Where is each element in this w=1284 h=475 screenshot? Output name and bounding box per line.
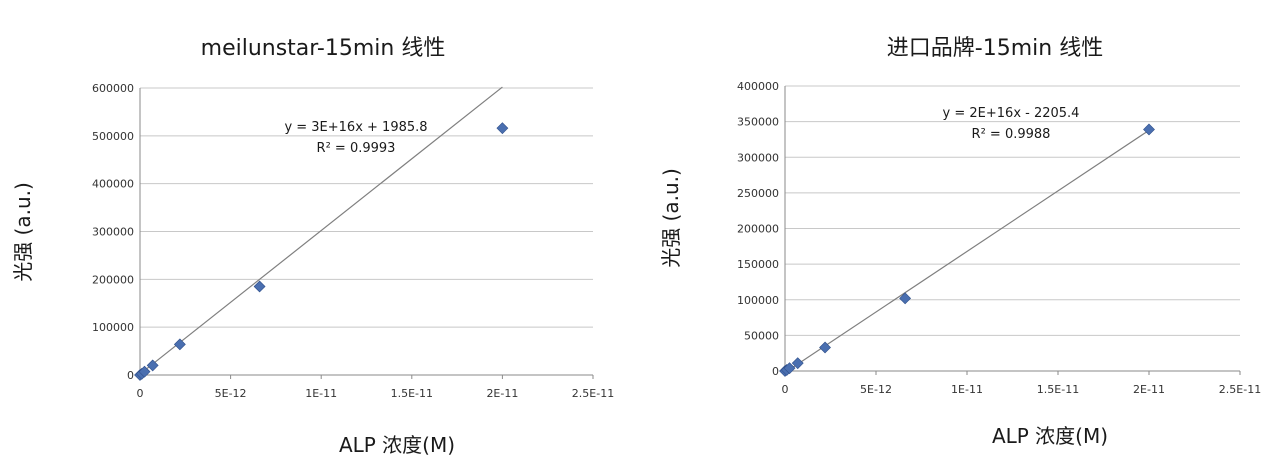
data-point [899,292,912,305]
data-point [173,338,186,351]
chart-meilunstar: meilunstar-15min 线性 ALP 浓度(M) 光强 (a.u.) … [11,36,614,457]
y-axis-label: 光强 (a.u.) [11,182,35,282]
trendline-equation: y = 3E+16x + 1985.8 [284,120,427,135]
x-tick-label: 1E-11 [305,387,337,400]
y-tick-label: 100000 [737,294,779,307]
r-squared-label: R² = 0.9988 [972,127,1051,142]
data-point [783,362,796,375]
data-point [253,280,266,293]
x-tick-label: 2E-11 [1133,383,1165,396]
x-axis-label: ALP 浓度(M) [992,424,1108,448]
x-tick-label: 2E-11 [486,387,518,400]
y-tick-label: 250000 [737,187,779,200]
x-tick-label: 2.5E-11 [1219,383,1261,396]
x-axis-label: ALP 浓度(M) [339,433,455,457]
trendline [787,129,1150,372]
x-tick-label: 0 [782,383,789,396]
y-tick-label: 400000 [92,178,134,191]
x-tick-label: 1E-11 [951,383,983,396]
chart-meilunstar-svg: meilunstar-15min 线性 ALP 浓度(M) 光强 (a.u.) … [11,36,614,457]
x-tick-label: 2.5E-11 [572,387,614,400]
y-tick-label: 350000 [737,116,779,129]
y-tick-label: 200000 [737,223,779,236]
y-tick-label: 100000 [92,321,134,334]
y-tick-label: 600000 [92,82,134,95]
data-point [819,341,831,354]
y-tick-label: 150000 [737,258,779,271]
y-tick-label: 500000 [92,130,134,143]
r-squared-label: R² = 0.9993 [317,141,396,156]
x-tick-label: 5E-12 [860,383,892,396]
data-point [496,122,509,135]
data-point [138,365,151,378]
y-tick-label: 300000 [92,226,134,239]
chart-imported-brand-svg: 进口品牌-15min 线性 ALP 浓度(M) 光强 (a.u.) y = 2E… [659,36,1261,448]
x-tick-label: 1.5E-11 [1037,383,1079,396]
y-tick-label: 300000 [737,151,779,164]
y-tick-label: 200000 [92,273,134,286]
data-point [146,359,159,372]
chart-title: 进口品牌-15min 线性 [887,36,1103,61]
x-tick-label: 0 [137,387,144,400]
data-point [791,357,804,370]
y-axis-label: 光强 (a.u.) [659,168,683,268]
trendline-equation: y = 2E+16x - 2205.4 [943,106,1080,121]
y-tick-label: 400000 [737,80,779,93]
chart-imported-brand: 进口品牌-15min 线性 ALP 浓度(M) 光强 (a.u.) y = 2E… [642,0,1284,475]
y-tick-label: 50000 [744,329,779,342]
y-tick-label: 0 [127,369,134,382]
x-tick-label: 5E-12 [215,387,247,400]
x-tick-label: 1.5E-11 [391,387,433,400]
y-tick-label: 0 [772,365,779,378]
trendline [139,86,503,375]
data-point [1143,123,1155,136]
chart-title: meilunstar-15min 线性 [201,36,446,61]
